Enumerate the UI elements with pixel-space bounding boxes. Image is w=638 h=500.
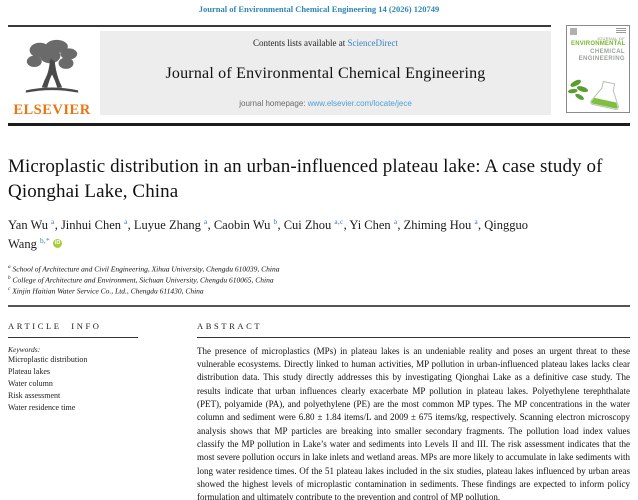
- header-main: ELSEVIER Contents lists available at Sci…: [8, 25, 551, 119]
- citation-line: Journal of Environmental Chemical Engine…: [198, 4, 440, 14]
- homepage-line-text: journal homepage:: [239, 99, 308, 108]
- info-abstract-columns: ARTICLE INFO Keywords: Microplastic dist…: [8, 321, 630, 500]
- affiliation-line: b College of Architecture and Environmen…: [8, 275, 274, 285]
- cover-elsevier-mark-icon: [570, 28, 577, 35]
- contents-line-text: Contents lists available at: [253, 38, 348, 48]
- journal-title: Journal of Environmental Chemical Engine…: [165, 64, 486, 82]
- affiliation-line: a School of Architecture and Civil Engin…: [8, 263, 280, 274]
- cover-info-mark-icon: [616, 28, 626, 33]
- journal-cover-thumbnail[interactable]: JOURNAL OF ENVIRONMENTAL CHEMICAL ENGINE…: [566, 25, 630, 113]
- author-name: Zhiming Hou a: [403, 218, 478, 233]
- affiliation-list: a School of Architecture and Civil Engin…: [8, 264, 630, 298]
- cover-title-line1: ENVIRONMENTAL: [571, 41, 626, 47]
- sciencedirect-link[interactable]: ScienceDirect: [347, 38, 398, 48]
- keyword-list: Microplastic distribution Plateau lakes Wa…: [8, 354, 168, 414]
- abstract-rule: [197, 336, 630, 338]
- cover-flask-art-icon: [567, 64, 629, 113]
- elsevier-logo-text: ELSEVIER: [13, 102, 91, 118]
- article-info-column: ARTICLE INFO Keywords: Microplastic dist…: [8, 321, 168, 500]
- cover-title-line3: ENGINEERING: [578, 56, 625, 62]
- homepage-line: journal homepage: www.elsevier.com/locat…: [108, 99, 543, 108]
- header-bottom-rule: [8, 123, 630, 126]
- author-list: Yan Wu a, Jinhui Chen a, Luyue Zhang a, …: [8, 218, 528, 251]
- keyword-item: Water column: [8, 378, 53, 388]
- author-name: Caobin Wu b: [213, 218, 278, 233]
- elsevier-logo[interactable]: ELSEVIER: [8, 31, 96, 119]
- header-center-box: Contents lists available at ScienceDirec…: [100, 31, 551, 115]
- author-name: Yi Chen a: [349, 218, 398, 233]
- affiliation-line: c Xinjin Haitian Water Service Co., Ltd.…: [8, 286, 204, 296]
- cover-title-block: JOURNAL OF ENVIRONMENTAL CHEMICAL ENGINE…: [567, 35, 629, 64]
- contents-line: Contents lists available at ScienceDirec…: [108, 38, 543, 48]
- keyword-item: Plateau lakes: [8, 366, 50, 376]
- abstract-column: ABSTRACT The presence of microplastics (…: [197, 321, 630, 500]
- article-title: Microplastic distribution in an urban-in…: [8, 156, 603, 203]
- article-info-heading: ARTICLE INFO: [8, 320, 102, 331]
- article-info-rule: [8, 336, 138, 338]
- section-divider-rule: [8, 304, 630, 307]
- journal-homepage-link[interactable]: www.elsevier.com/locate/jece: [307, 99, 412, 108]
- keyword-item: Water residence time: [8, 402, 76, 412]
- author-name: Yan Wu a: [8, 218, 55, 233]
- abstract-heading: ABSTRACT: [197, 320, 263, 331]
- cover-journal-of: JOURNAL OF: [596, 36, 625, 41]
- orcid-icon[interactable]: iD: [53, 238, 63, 248]
- abstract-text: The presence of microplastics (MPs) in p…: [197, 345, 630, 500]
- author-name: Cui Zhou a,c: [283, 218, 344, 233]
- keyword-item: Microplastic distribution: [8, 354, 88, 364]
- cover-title-line2: CHEMICAL: [590, 48, 625, 55]
- keywords-label: Keywords:: [8, 344, 41, 354]
- cover-top-marks: [567, 26, 629, 35]
- author-name: Luyue Zhang a: [133, 218, 208, 233]
- keyword-item: Risk assessment: [8, 390, 61, 400]
- author-name: Jinhui Chen a: [60, 218, 128, 233]
- journal-header: ELSEVIER Contents lists available at Sci…: [8, 25, 630, 119]
- author-name: Qingguo Wang b,*: [8, 218, 528, 251]
- elsevier-tree-icon: [24, 38, 80, 101]
